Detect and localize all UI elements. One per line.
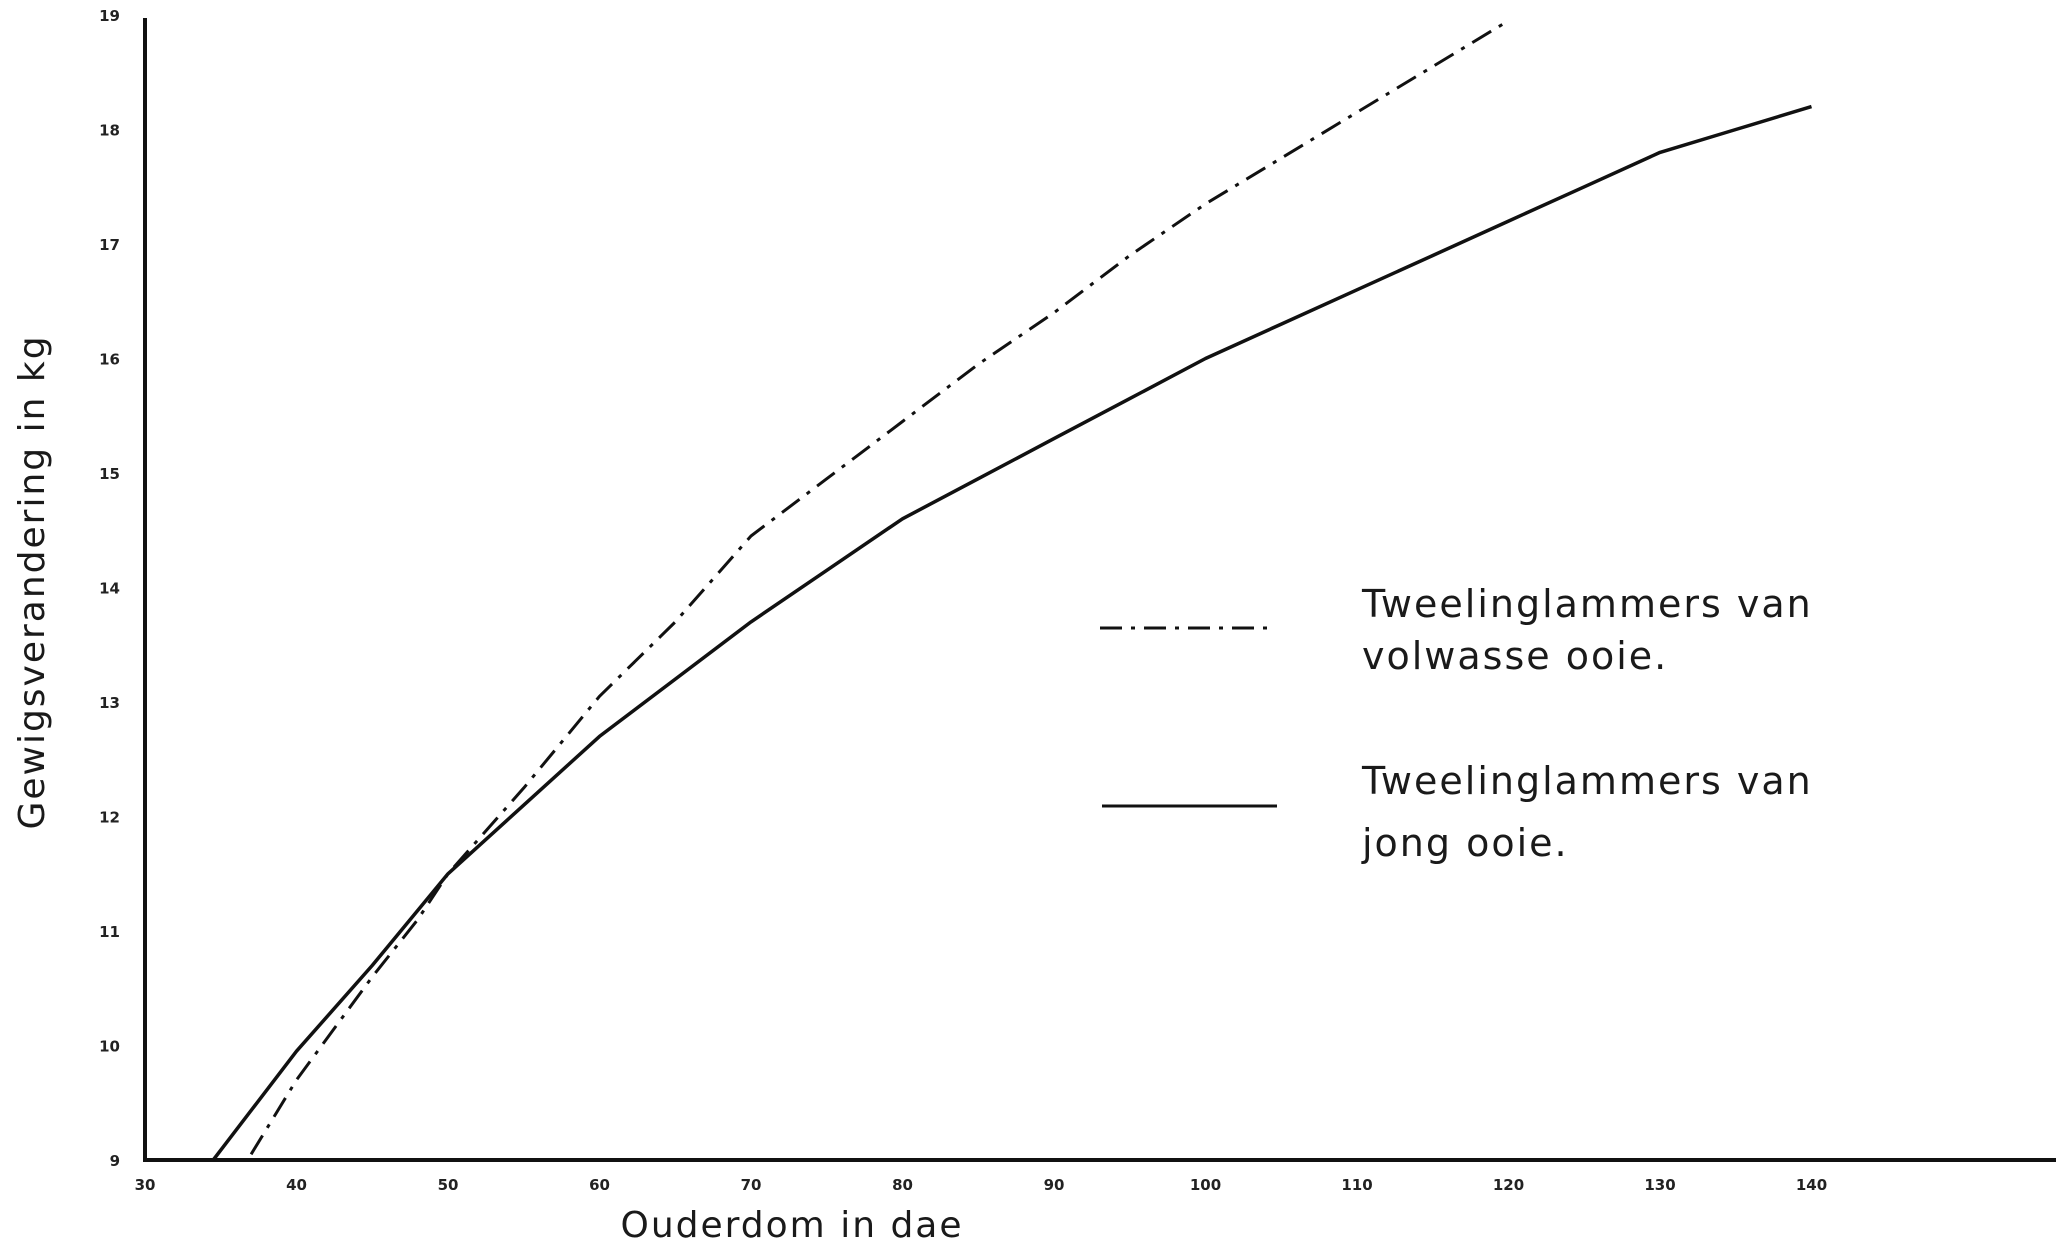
series-line-volwasse xyxy=(251,21,1508,1155)
y-axis-title: Gewigsverandering in kg xyxy=(12,334,53,829)
y-tick-label: 11 xyxy=(99,923,120,941)
x-tick-label: 70 xyxy=(741,1176,762,1194)
y-tick-label: 15 xyxy=(99,465,120,483)
x-tick-label: 130 xyxy=(1644,1176,1675,1194)
y-tick-label: 17 xyxy=(99,236,120,254)
x-tick-label: 110 xyxy=(1341,1176,1372,1194)
y-tick-label: 13 xyxy=(99,694,120,712)
legend-label-jong-line2: jong ooie. xyxy=(1361,821,1569,865)
legend-label-volwasse: Tweelinglammers van volwasse ooie. xyxy=(1361,582,1827,678)
x-tick-label: 90 xyxy=(1044,1176,1065,1194)
y-tick-label: 19 xyxy=(99,7,120,25)
x-tick-label: 100 xyxy=(1190,1176,1221,1194)
y-tick-label: 16 xyxy=(99,351,120,369)
x-tick-label: 140 xyxy=(1796,1176,1827,1194)
legend-label-volwasse-line1: Tweelinglammers van xyxy=(1361,582,1813,626)
y-tick-label: 18 xyxy=(99,122,120,140)
y-tick-label: 9 xyxy=(110,1152,120,1170)
y-tick-label: 14 xyxy=(99,580,120,598)
legend-label-jong-line1: Tweelinglammers van xyxy=(1361,759,1813,803)
x-tick-label: 40 xyxy=(286,1176,307,1194)
x-tick-labels: 30 40 50 60 70 80 90 100 110 120 130 140 xyxy=(135,1176,1828,1194)
y-tick-labels: 9 10 11 12 13 14 15 16 17 18 19 xyxy=(99,7,120,1170)
legend-label-jong: Tweelinglammers van jong ooie. xyxy=(1361,759,1827,865)
y-tick-label: 10 xyxy=(99,1038,120,1056)
x-axis-title: Ouderdom in dae xyxy=(620,1205,963,1241)
x-tick-label: 80 xyxy=(892,1176,913,1194)
x-tick-label: 50 xyxy=(438,1176,459,1194)
y-tick-label: 12 xyxy=(99,809,120,827)
x-tick-label: 30 xyxy=(135,1176,156,1194)
x-tick-label: 120 xyxy=(1493,1176,1524,1194)
x-tick-label: 60 xyxy=(589,1176,610,1194)
legend-label-volwasse-line2: volwasse ooie. xyxy=(1362,634,1668,678)
legend: Tweelinglammers van volwasse ooie. Tweel… xyxy=(1100,582,1827,865)
